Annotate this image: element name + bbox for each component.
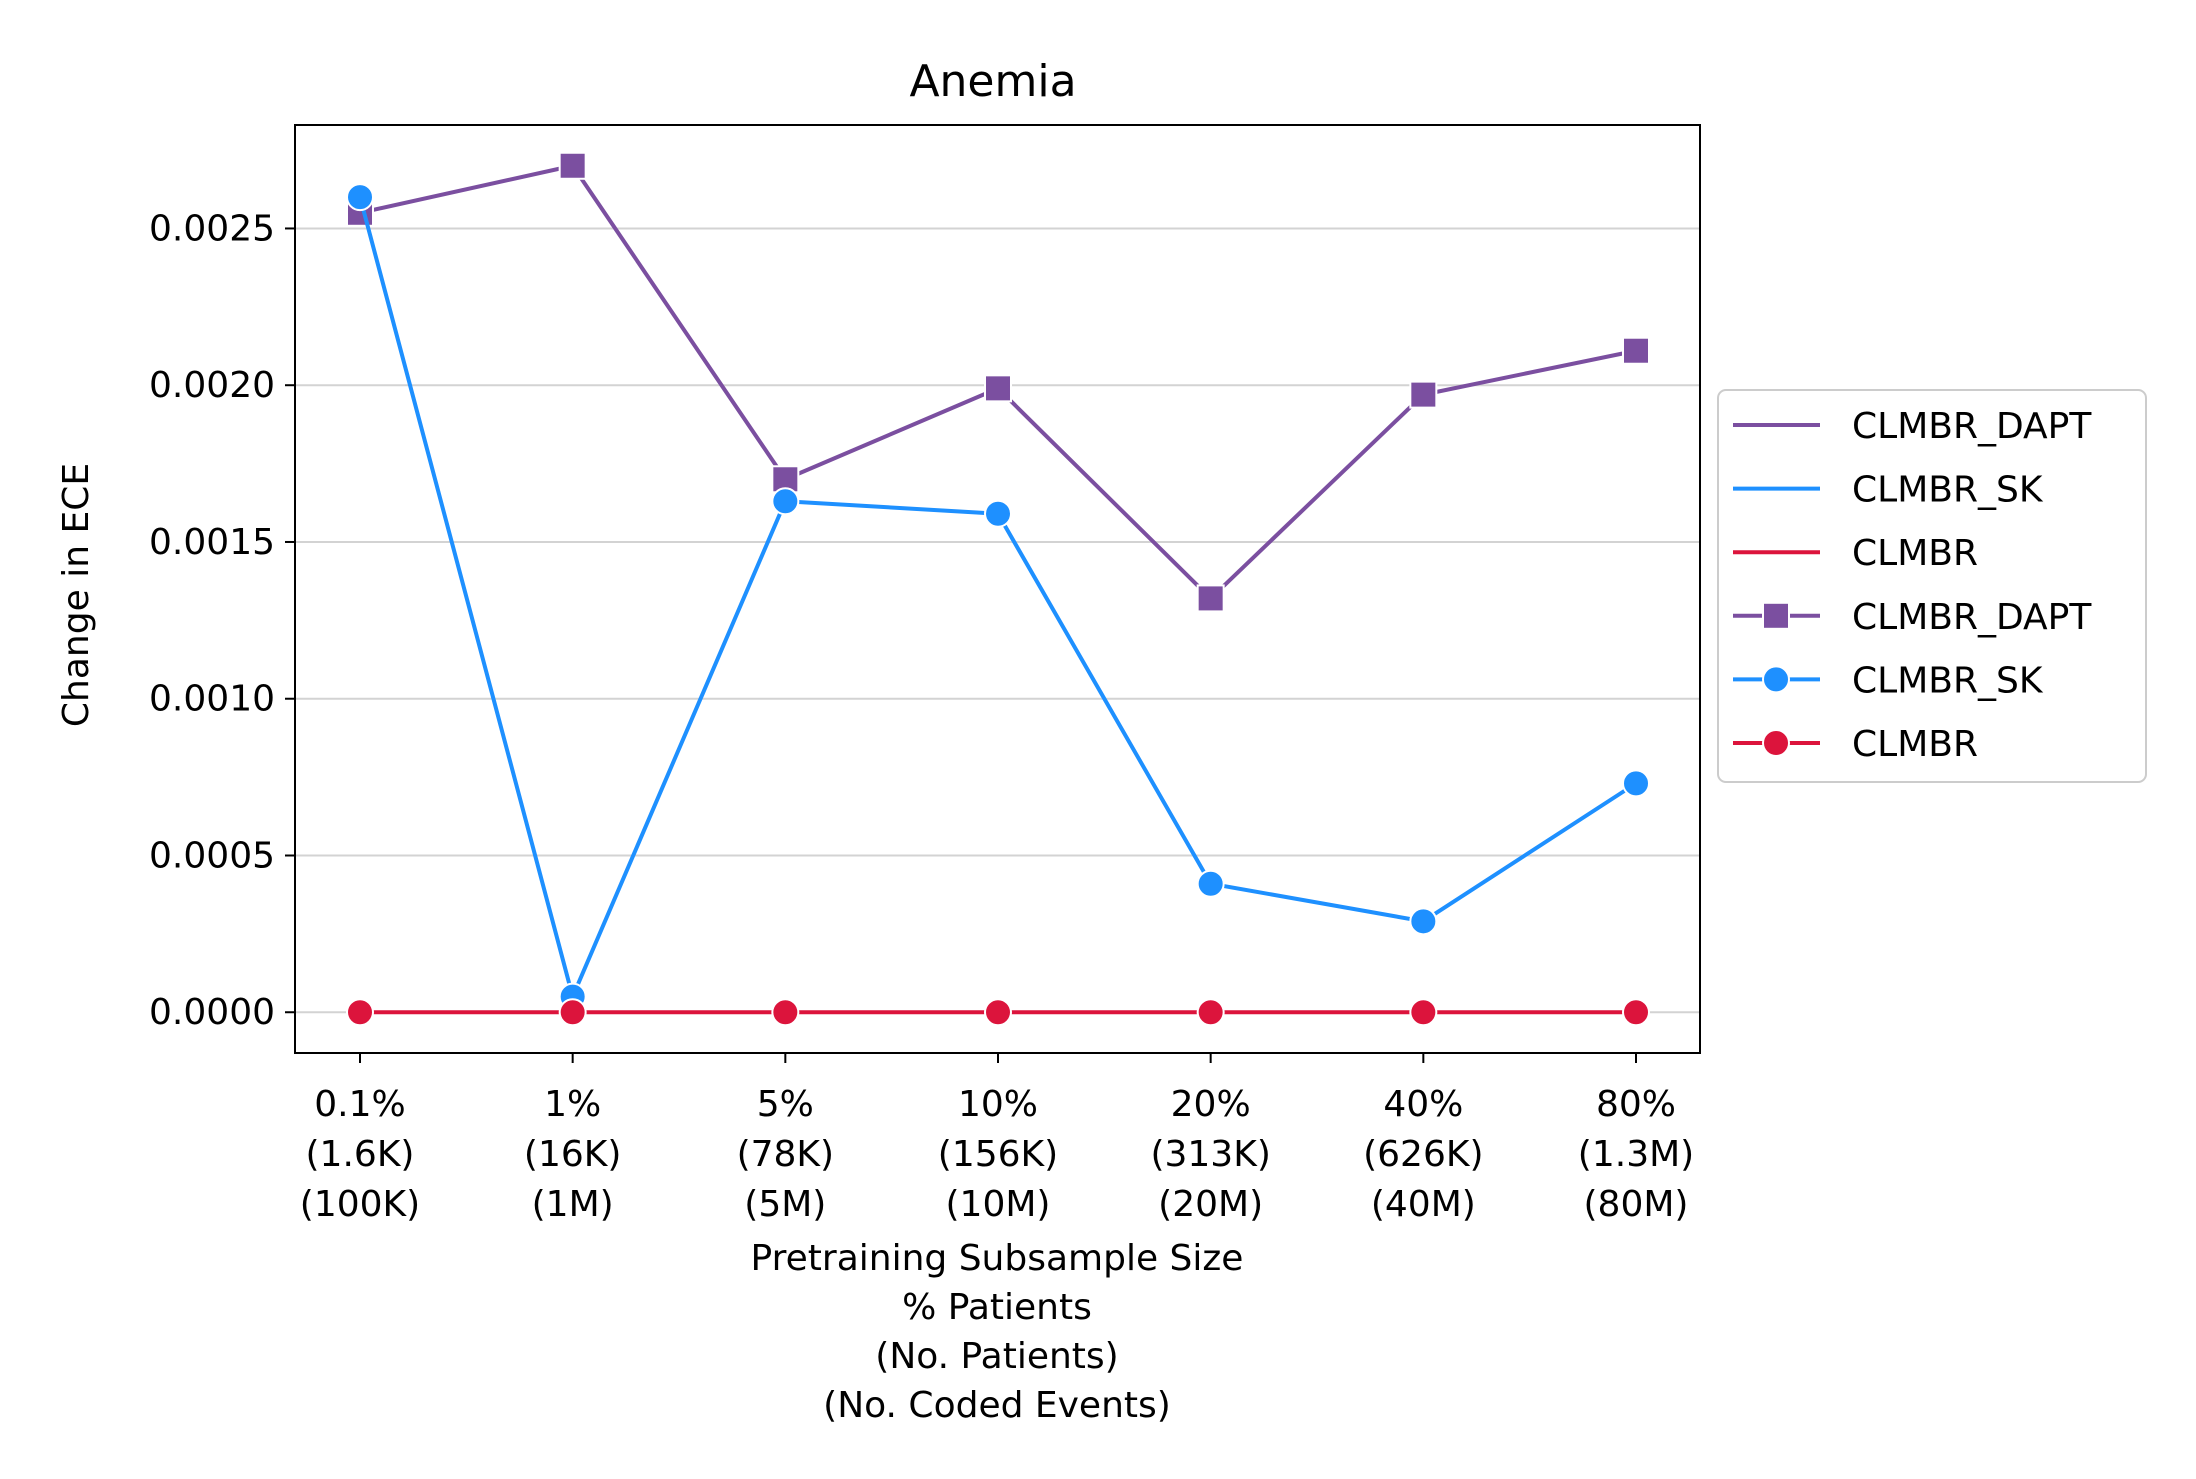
x-tick-label: 80% (1596, 1084, 1676, 1125)
data-point (346, 183, 374, 212)
y-tick-label: 0.0025 (149, 208, 275, 249)
y-tick-label: 0.0000 (149, 992, 275, 1033)
x-tick-label: (20M) (1158, 1184, 1263, 1225)
x-axis-label-line: Pretraining Subsample Size (751, 1238, 1244, 1279)
legend-label: CLMBR_SK (1852, 660, 2044, 701)
data-point (984, 998, 1012, 1027)
data-point (1196, 998, 1225, 1027)
legend-item: CLMBR_DAPT (1733, 597, 2092, 638)
x-tick-label: (1.6K) (306, 1134, 415, 1175)
x-tick-label: (5M) (744, 1184, 826, 1225)
legend-item: CLMBR_SK (1733, 470, 2044, 511)
x-tick-label: (10M) (946, 1184, 1051, 1225)
legend-label: CLMBR_DAPT (1852, 597, 2092, 638)
legend-swatch-marker (1762, 601, 1790, 630)
legend-label: CLMBR (1852, 533, 1978, 574)
x-tick-label: (626K) (1363, 1134, 1483, 1175)
y-tick-label: 0.0005 (149, 835, 275, 876)
data-point (1409, 998, 1438, 1027)
x-tick-label: (1M) (532, 1184, 614, 1225)
series-line-clmbr-sk (358, 196, 1638, 999)
data-point (346, 998, 374, 1027)
data-point (1622, 336, 1650, 365)
data-point (771, 487, 800, 516)
x-tick-label: 5% (757, 1084, 814, 1125)
x-tick-label: (1.3M) (1578, 1134, 1694, 1175)
legend-item: CLMBR (1733, 533, 1978, 574)
x-tick-label: (40M) (1371, 1184, 1476, 1225)
legend-swatch-marker (1762, 665, 1790, 694)
x-tick-label: (80M) (1584, 1184, 1689, 1225)
series-clmbr (346, 998, 1650, 1027)
x-axis: 0.1% (1.6K) (100K) 1% (16K) (1M) 5% (78K) (5M) 10… (300, 1053, 1694, 1225)
y-axis: 0.0000 0.0005 0.0010 0.0015 0.0020 0.0025 (149, 208, 295, 1033)
data-point (984, 374, 1012, 403)
legend-box (1717, 389, 2147, 783)
x-tick-label: 40% (1383, 1084, 1463, 1125)
data-point (1409, 380, 1438, 409)
data-point (771, 998, 800, 1027)
data-point (558, 998, 587, 1027)
data-point (1409, 907, 1438, 936)
legend-label: CLMBR_DAPT (1852, 406, 2092, 447)
series-clmbr-sk (346, 183, 1650, 1011)
legend-item: CLMBR_SK (1733, 660, 2044, 701)
y-axis-label: Change in ECE (56, 463, 97, 727)
legend-label: CLMBR_SK (1852, 470, 2044, 511)
x-tick-label: (156K) (938, 1134, 1058, 1175)
x-tick-label: 0.1% (314, 1084, 405, 1125)
x-tick-label: (16K) (524, 1134, 622, 1175)
x-tick-label: (313K) (1150, 1134, 1270, 1175)
x-tick-label: 1% (544, 1084, 601, 1125)
data-point (1622, 998, 1650, 1027)
x-tick-label: 10% (958, 1084, 1038, 1125)
chart-title: Anemia (909, 56, 1076, 107)
data-point (984, 499, 1012, 528)
legend: CLMBR_DAPT CLMBR_SK CLMBR CLMBR_DAPT CLMBR_S… (1717, 389, 2147, 783)
y-tick-label: 0.0020 (149, 365, 275, 406)
series-layer (346, 151, 1650, 1027)
x-tick-label: (78K) (737, 1134, 835, 1175)
x-axis-label-line: (No. Patients) (875, 1336, 1118, 1377)
plot-frame (294, 124, 1701, 1054)
x-axis-label-line: % Patients (902, 1287, 1092, 1328)
y-tick-label: 0.0015 (149, 522, 275, 563)
x-axis-label-line: (No. Coded Events) (823, 1385, 1171, 1426)
legend-swatch-marker (1762, 729, 1790, 757)
data-point (1622, 769, 1650, 798)
legend-label: CLMBR (1852, 724, 1978, 765)
grid-lines (295, 227, 1700, 1014)
legend-item: CLMBR_DAPT (1733, 406, 2092, 447)
data-point (558, 151, 587, 180)
x-tick-label: (100K) (300, 1184, 420, 1225)
data-point (1196, 869, 1225, 898)
x-axis-label: Pretraining Subsample Size % Patients (No.… (751, 1238, 1244, 1426)
y-tick-label: 0.0010 (149, 679, 275, 720)
x-tick-label: 20% (1171, 1084, 1251, 1125)
data-point (1196, 584, 1225, 613)
legend-item: CLMBR (1733, 724, 1978, 765)
